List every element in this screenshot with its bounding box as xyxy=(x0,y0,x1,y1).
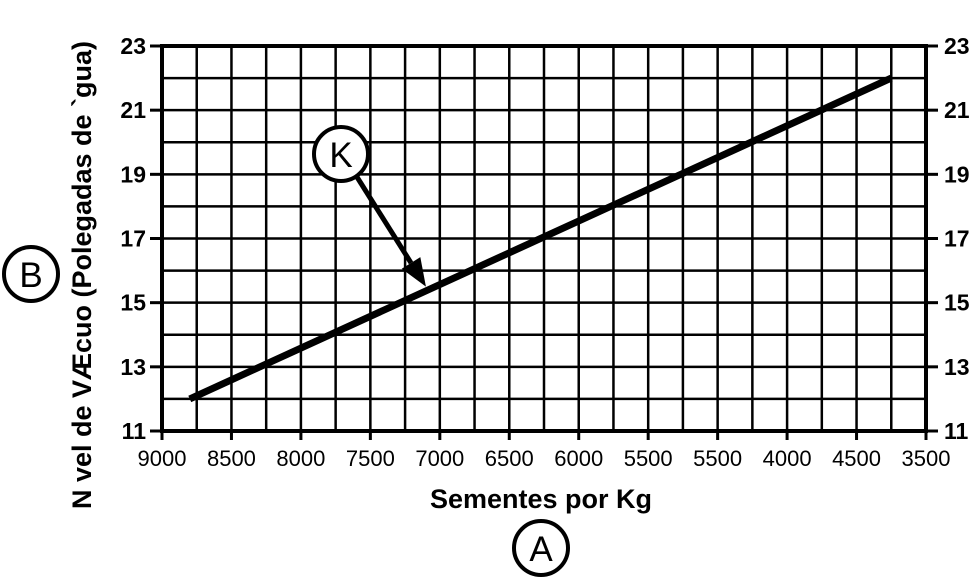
x-tick-label: 3500 xyxy=(902,446,951,471)
x-tick-label: 8500 xyxy=(207,446,256,471)
x-tick-label: 7500 xyxy=(346,446,395,471)
annotation-b: B xyxy=(4,247,58,301)
y-tick-label-right: 11 xyxy=(944,418,969,444)
y-tick-label-left: 13 xyxy=(120,354,146,380)
y-tick-label-right: 21 xyxy=(944,97,970,123)
y-tick-label-right: 19 xyxy=(944,161,970,187)
x-tick-label: 4000 xyxy=(763,446,812,471)
x-axis-label: Sementes por Kg xyxy=(430,484,652,514)
x-tick-label: 9000 xyxy=(138,446,187,471)
y-tick-label-right: 15 xyxy=(944,290,970,316)
y-tick-label-left: 23 xyxy=(120,33,146,59)
x-tick-label: 5500 xyxy=(624,446,673,471)
annotation-a-label: A xyxy=(529,530,553,569)
annotation-k-arrow xyxy=(357,177,411,263)
x-tick-label: 6500 xyxy=(485,446,534,471)
y-tick-label-left: 17 xyxy=(120,226,146,252)
y-tick-label-left: 15 xyxy=(120,290,146,316)
y-tick-label-right: 13 xyxy=(944,354,970,380)
y-tick-label-right: 23 xyxy=(944,33,970,59)
x-tick-label: 5500 xyxy=(693,446,742,471)
annotation-b-label: B xyxy=(19,256,42,295)
x-tick-label: 7000 xyxy=(415,446,464,471)
y-tick-label-left: 19 xyxy=(120,161,146,187)
annotation-k-label: K xyxy=(329,136,352,175)
y-axis-label: N vel de VÆcuo (Polegadas de `gua) xyxy=(67,41,97,509)
y-tick-label-left: 11 xyxy=(122,418,147,444)
y-tick-label-left: 21 xyxy=(120,97,146,123)
x-tick-label: 4500 xyxy=(832,446,881,471)
x-tick-label: 6000 xyxy=(554,446,603,471)
y-tick-label-right: 17 xyxy=(944,226,970,252)
annotation-a: A xyxy=(514,521,568,575)
x-tick-label: 8000 xyxy=(276,446,325,471)
